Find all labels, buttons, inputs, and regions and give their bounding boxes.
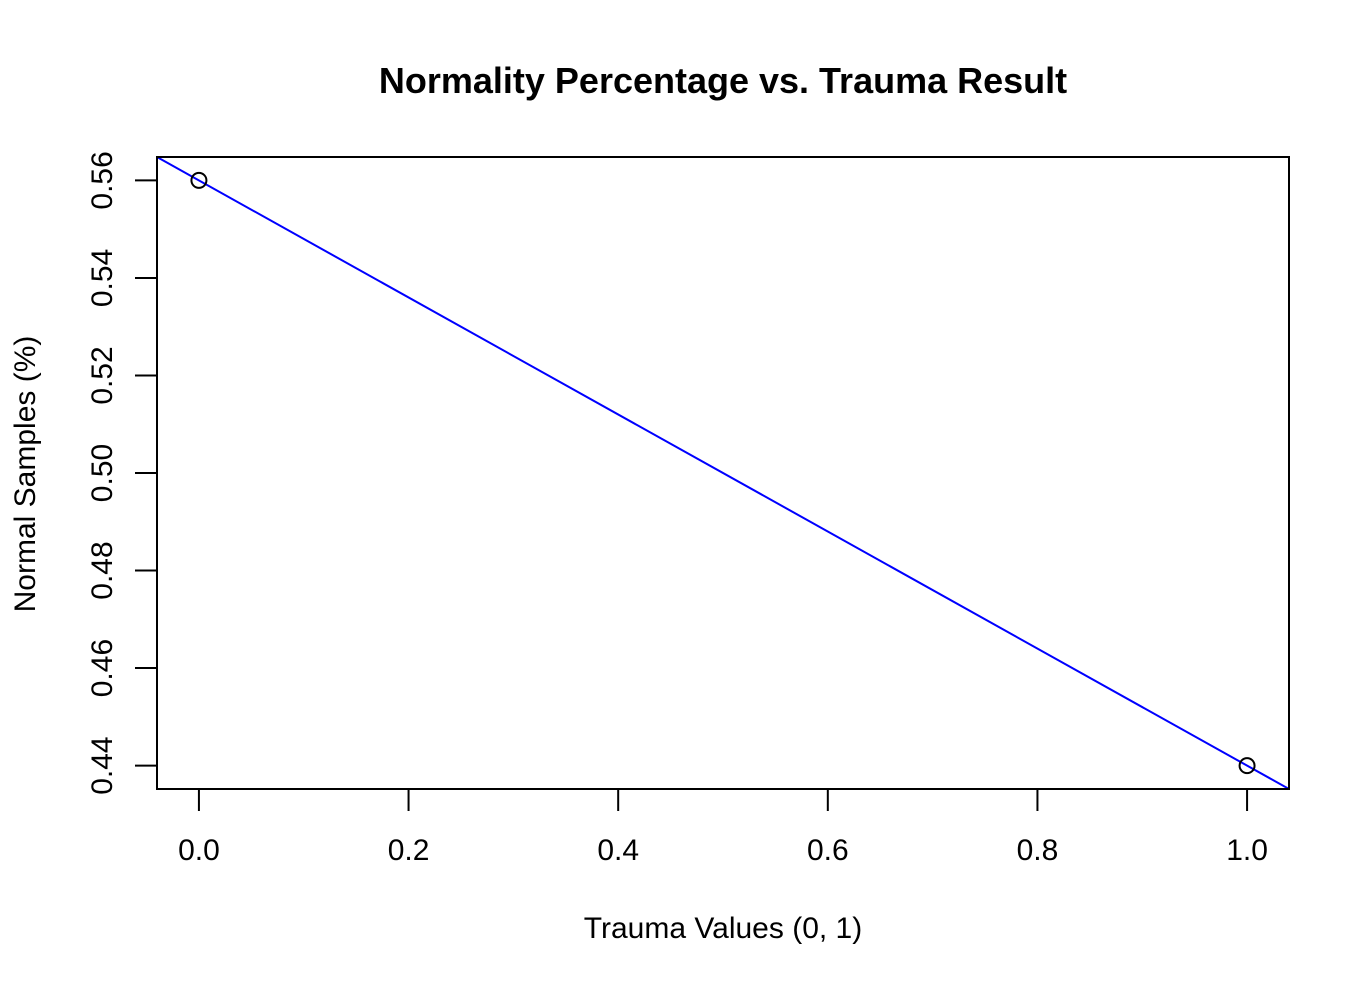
y-tick-label: 0.56 <box>86 151 119 209</box>
y-tick-label: 0.50 <box>86 444 119 502</box>
points-group <box>190 171 1256 775</box>
x-tick-label: 0.0 <box>178 834 220 867</box>
x-axis-label: Trauma Values (0, 1) <box>584 912 862 945</box>
x-axis: 0.0 0.2 0.4 0.6 0.8 1.0 <box>178 788 1268 867</box>
y-axis: 0.44 0.46 0.48 0.50 0.52 0.54 0.56 <box>86 151 158 795</box>
plot-area <box>156 156 1290 790</box>
y-tick-label: 0.46 <box>86 639 119 697</box>
y-tick-label: 0.48 <box>86 541 119 599</box>
x-tick-label: 1.0 <box>1226 834 1268 867</box>
y-tick-label: 0.44 <box>86 736 119 794</box>
x-tick-label: 0.6 <box>807 834 849 867</box>
regression-line <box>156 156 1290 790</box>
x-tick-label: 0.2 <box>388 834 430 867</box>
data-point <box>1238 757 1256 775</box>
x-tick-label: 0.4 <box>597 834 639 867</box>
y-axis-label: Normal Samples (%) <box>9 336 42 613</box>
data-point <box>190 171 208 189</box>
y-tick-label: 0.54 <box>86 249 119 307</box>
y-tick-label: 0.52 <box>86 346 119 404</box>
fit-line-group <box>156 156 1290 790</box>
chart-title: Normality Percentage vs. Trauma Result <box>379 60 1067 101</box>
x-tick-label: 0.8 <box>1017 834 1059 867</box>
